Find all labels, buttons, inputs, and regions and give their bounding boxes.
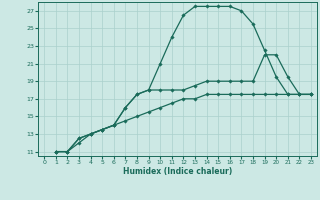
X-axis label: Humidex (Indice chaleur): Humidex (Indice chaleur) xyxy=(123,167,232,176)
